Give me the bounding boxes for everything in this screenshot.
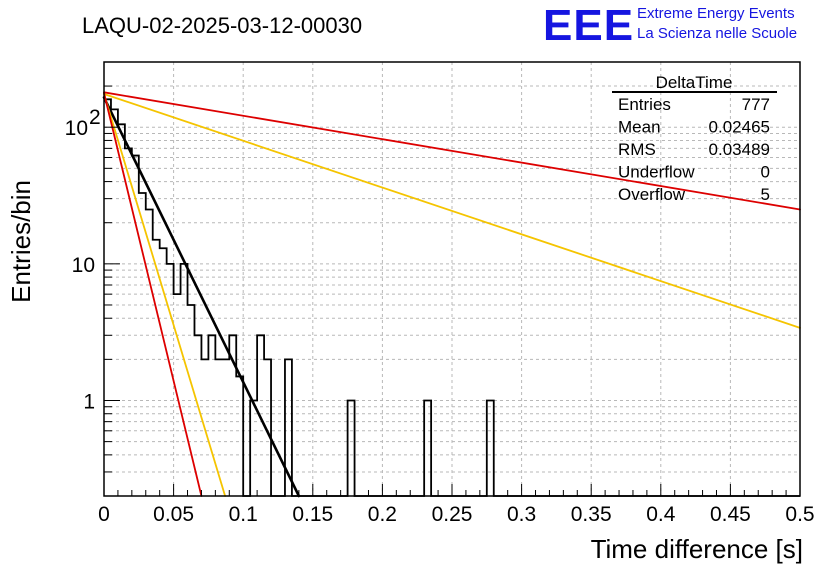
tick-labels: 0 0.05 0.1 0.15 0.2 0.25 0.3 0.35 0.4 0.45 0.5 1 10 1… [65, 106, 815, 526]
curve-4 [103, 92, 203, 497]
eee-line1: Extreme Energy Events [637, 5, 795, 22]
stats-label: Underflow [618, 163, 695, 182]
x-tick-label: 0.3 [507, 503, 536, 526]
eee-logo: EEE [543, 1, 634, 50]
x-tick-label: 0.45 [710, 503, 751, 526]
x-tick-label: 0.05 [153, 503, 194, 526]
stats-box: DeltaTime Entries 777 Mean 0.02465 RMS 0.0348… [612, 73, 777, 204]
x-tick-label: 0.35 [571, 503, 612, 526]
x-axis-title: Time difference [s] [591, 534, 803, 564]
y-tick-label: 10 [65, 117, 88, 140]
curve-2 [103, 93, 801, 329]
x-tick-label: 0 [98, 503, 110, 526]
x-tick-label: 0.1 [229, 503, 258, 526]
y-tick-label: 1 [83, 390, 95, 413]
y-tick-label: 10 [72, 254, 95, 277]
stats-title: DeltaTime [656, 73, 733, 92]
eee-line2: La Scienza nelle Scuole [637, 25, 797, 42]
stats-value: 0 [761, 163, 770, 182]
x-tick-label: 0.25 [432, 503, 473, 526]
y-tick-exponent: 2 [89, 106, 101, 129]
x-tick-label: 0.2 [368, 503, 397, 526]
curve-3 [103, 93, 227, 497]
fit-curves [102, 91, 801, 498]
curve-1 [103, 91, 801, 211]
y-axis-title: Entries/bin [6, 180, 36, 303]
stats-label: Mean [618, 118, 661, 137]
stats-value: 0.03489 [709, 140, 770, 159]
grid-lines [104, 62, 800, 496]
chart-title: LAQU-02-2025-03-12-00030 [82, 13, 362, 38]
stats-label: Entries [618, 95, 671, 114]
x-tick-label: 0.4 [646, 503, 676, 526]
stats-value: 5 [761, 185, 770, 204]
x-tick-label: 0.5 [785, 503, 814, 526]
stats-value: 777 [742, 95, 770, 114]
stats-label: RMS [618, 140, 656, 159]
stats-label: Overflow [618, 185, 686, 204]
curve-0 [102, 96, 301, 498]
axis-ticks [103, 85, 801, 496]
stats-rows: Entries 777 Mean 0.02465 RMS 0.03489 Underflow… [618, 95, 770, 204]
stats-value: 0.02465 [709, 118, 770, 137]
x-tick-label: 0.15 [292, 503, 333, 526]
